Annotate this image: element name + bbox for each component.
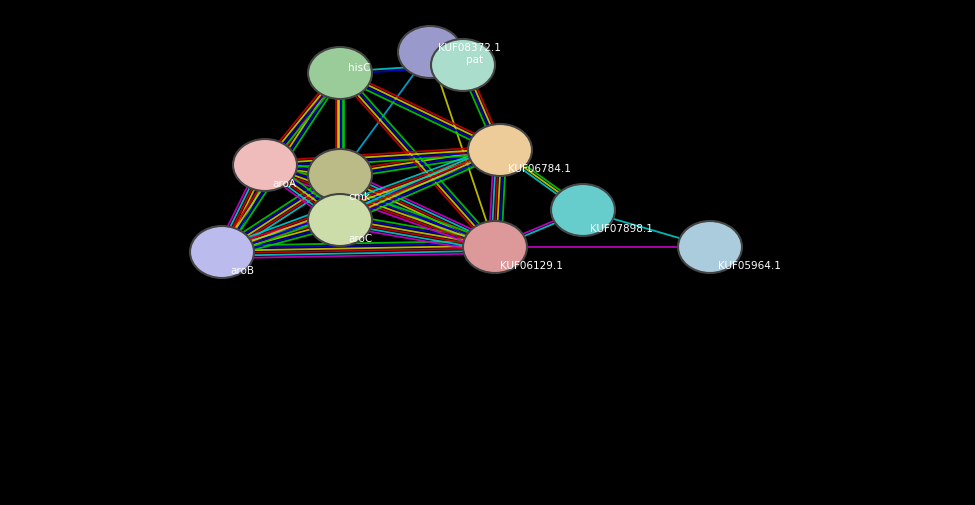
Text: aroC: aroC — [348, 234, 372, 244]
Ellipse shape — [308, 194, 372, 246]
Ellipse shape — [678, 221, 742, 273]
Text: cmk: cmk — [348, 192, 370, 202]
Text: KUF05964.1: KUF05964.1 — [718, 261, 781, 271]
Text: aroB: aroB — [230, 266, 254, 276]
Ellipse shape — [468, 124, 532, 176]
Ellipse shape — [233, 139, 297, 191]
Ellipse shape — [463, 221, 527, 273]
Text: pat: pat — [466, 55, 484, 65]
Ellipse shape — [308, 47, 372, 99]
Text: KUF06129.1: KUF06129.1 — [500, 261, 563, 271]
Text: KUF06784.1: KUF06784.1 — [508, 164, 571, 174]
Ellipse shape — [308, 149, 372, 201]
Text: hisC: hisC — [348, 63, 370, 73]
Text: KUF08372.1: KUF08372.1 — [438, 43, 501, 53]
Ellipse shape — [551, 184, 615, 236]
Ellipse shape — [398, 26, 462, 78]
Text: aroA: aroA — [272, 179, 296, 189]
Text: KUF07898.1: KUF07898.1 — [590, 224, 653, 234]
Ellipse shape — [190, 226, 254, 278]
Ellipse shape — [431, 39, 495, 91]
